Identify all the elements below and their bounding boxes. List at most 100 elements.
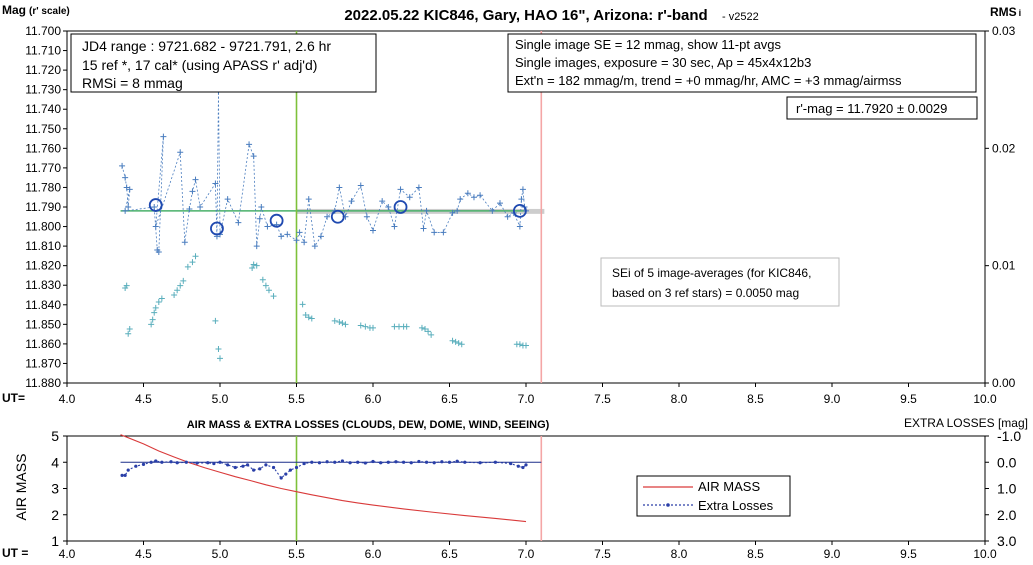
extra-losses-point <box>241 464 245 468</box>
result-box <box>786 96 978 120</box>
y-tick-label: 11.760 <box>25 141 61 155</box>
single-image-point <box>311 243 318 250</box>
rms-point <box>174 287 181 294</box>
extra-losses-point <box>294 465 299 470</box>
extra-losses-point <box>175 461 179 465</box>
bottom-x-tick-label: 10.0 <box>973 547 997 561</box>
extra-losses-point <box>123 473 127 477</box>
bottom-plot-frame <box>66 435 986 542</box>
single-image-point <box>301 239 308 246</box>
single-image-point <box>253 243 260 250</box>
single-image-point <box>246 141 253 148</box>
rms-point <box>123 282 130 289</box>
rms-point <box>455 340 462 347</box>
bottom-x-tick-label: 9.0 <box>824 547 841 561</box>
average-point <box>210 221 224 236</box>
extra-losses-point <box>386 460 390 464</box>
single-image-point <box>293 237 300 244</box>
rms-point <box>177 282 184 289</box>
single-image-point <box>440 229 447 236</box>
y-tick-label: 11.820 <box>25 259 61 273</box>
rms-point <box>370 324 376 331</box>
bottom-y-axis-label: AIR MASS <box>13 454 29 521</box>
single-image-point <box>385 204 392 210</box>
single-image-point <box>296 229 303 236</box>
extra-losses-point <box>356 460 360 464</box>
y-tick-label: 11.770 <box>25 161 61 175</box>
bottom-y2-tick-label: 3.0 <box>997 533 1017 549</box>
bottom-x-tick-label: 5.5 <box>288 547 305 561</box>
rms-point <box>212 317 219 324</box>
y-tick-label: 11.840 <box>25 298 61 312</box>
extra-losses-point <box>141 462 146 466</box>
info-left-line-2: 15 ref *, 17 cal* (using APASS r' adj'd) <box>82 57 317 73</box>
x-tick-label: 4.0 <box>59 392 76 406</box>
single-image-point <box>197 204 204 210</box>
y2-tick-label: 0.03 <box>992 24 1016 38</box>
extra-losses-point <box>284 472 288 476</box>
extra-losses-point <box>478 461 482 465</box>
single-image-point <box>181 239 188 246</box>
rms-point <box>148 321 155 328</box>
y-tick-label: 11.870 <box>25 356 61 370</box>
bottom-y-tick-label: 4 <box>51 454 59 470</box>
y-tick-label: 11.710 <box>25 44 61 58</box>
average-point <box>269 213 284 228</box>
note-line-1: SEi of 5 image-averages (for KIC846, <box>612 266 811 280</box>
single-image-point <box>177 149 184 156</box>
single-image-point <box>317 233 324 240</box>
bottom-y2-tick-label: 2.0 <box>997 507 1017 523</box>
single-image-point <box>518 196 525 203</box>
bottom-series-layer <box>120 434 528 523</box>
extra-losses-point <box>409 461 413 465</box>
bottom-vlines-layer <box>295 436 543 541</box>
extra-losses-point <box>195 461 199 465</box>
average-point <box>148 198 163 212</box>
single-image-point <box>126 186 133 193</box>
single-image-point <box>470 194 477 201</box>
single-image-point <box>357 182 364 189</box>
single-image-point <box>212 180 219 187</box>
rms-point <box>452 338 459 345</box>
extra-losses-point <box>340 459 344 463</box>
rms-point <box>151 309 158 316</box>
rms-point <box>249 265 256 272</box>
rms-point <box>331 317 338 324</box>
rms-point <box>250 261 257 268</box>
rms-point <box>302 311 309 318</box>
extra-losses-point <box>521 465 525 470</box>
single-image-point <box>415 184 422 191</box>
x-tick-label: 9.5 <box>900 392 917 406</box>
bottom-x-axis-label: UT = <box>2 546 28 560</box>
y-tick-label: 11.850 <box>25 317 61 331</box>
extra-losses-point <box>371 459 375 464</box>
single-image-point <box>370 227 376 234</box>
note-box <box>600 257 840 307</box>
extra-losses-point <box>524 463 528 467</box>
rms-point <box>259 276 266 283</box>
y-tick-label: 11.880 <box>25 376 61 390</box>
bottom-y-tick-label: 2 <box>51 507 59 523</box>
x-tick-label: 9.0 <box>824 392 841 406</box>
x-tick-label: 5.0 <box>212 392 229 406</box>
x-tick-label: 7.5 <box>594 392 611 406</box>
rms-point <box>336 318 343 325</box>
single-image-point <box>186 205 193 212</box>
single-image-point <box>235 219 242 226</box>
rms-point <box>262 282 269 289</box>
rms-point <box>184 263 191 270</box>
y2-tick-label: 0.02 <box>992 141 1016 155</box>
info-right-line-3: Ext'n = 182 mmag/m, trend = +0 mmag/hr, … <box>515 73 902 88</box>
y-axis-title: Mag (r' scale) <box>2 3 70 17</box>
rms-point <box>299 301 306 308</box>
extra-losses-point <box>424 460 429 464</box>
x-tick-label: 6.0 <box>365 392 382 406</box>
bottom-x-tick-label: 7.5 <box>594 547 611 561</box>
rms-point <box>215 345 222 352</box>
rms-point <box>418 324 425 331</box>
bottom-y-axis-ticks: 1 2 3 4 5 <box>51 428 67 549</box>
legend-extra-losses-marker <box>666 503 670 507</box>
bottom-y-tick-label: 1 <box>51 533 59 549</box>
x-tick-label: 4.5 <box>135 392 152 406</box>
single-image-point <box>431 229 438 236</box>
